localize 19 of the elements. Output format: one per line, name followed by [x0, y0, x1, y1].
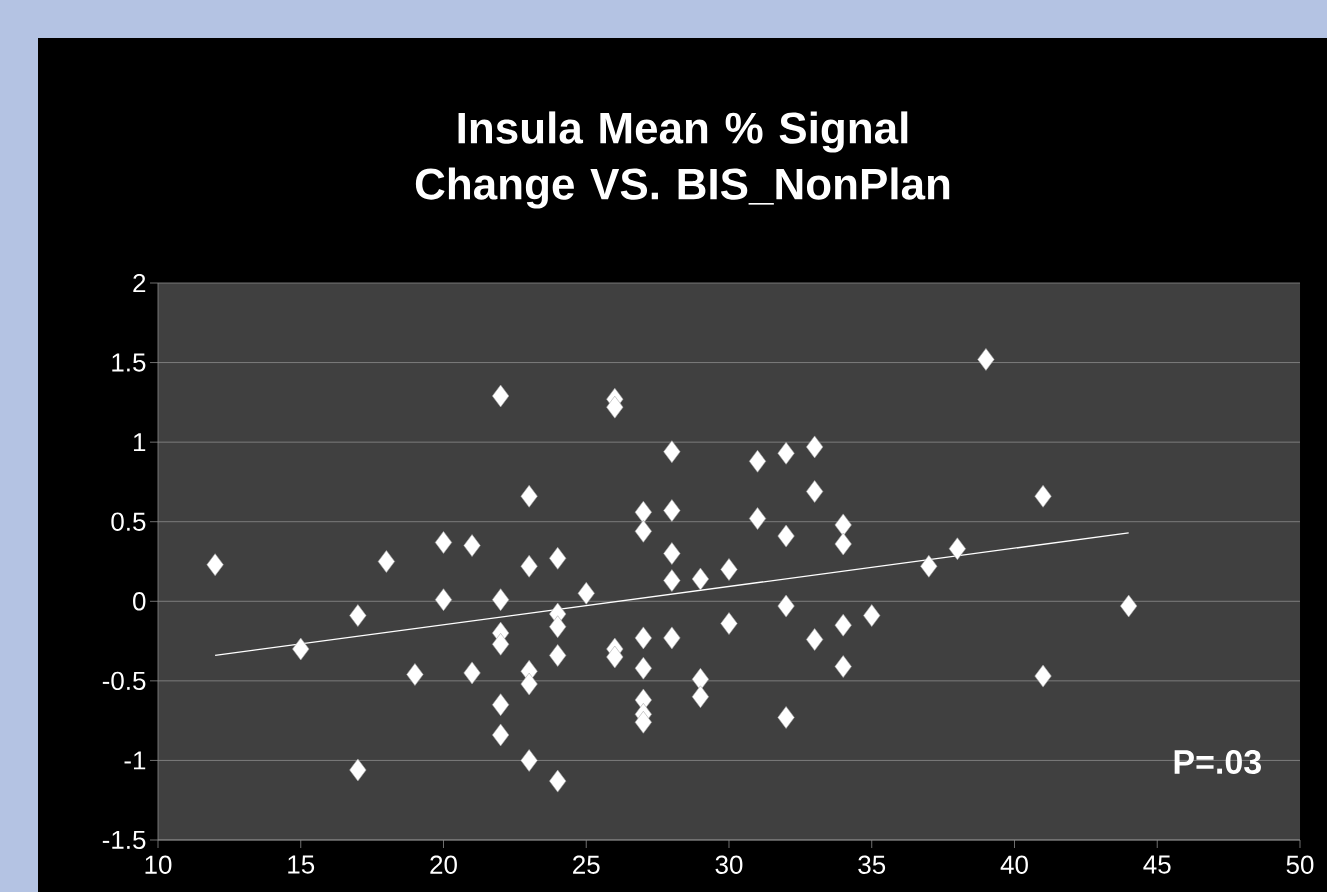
- x-tick-label: 45: [1143, 855, 1171, 874]
- y-tick-label: 2: [133, 273, 146, 293]
- x-tick-label: 50: [1286, 855, 1314, 874]
- chart-title: Insula Mean % Signal Change VS. BIS_NonPlan: [415, 111, 950, 209]
- x-tick-label: 25: [573, 855, 600, 874]
- y-tick-label: 0: [133, 592, 146, 611]
- annotation: P=.03: [1174, 749, 1261, 775]
- y-tick-label: 1.5: [112, 353, 146, 372]
- y-tick-label: -0.5: [102, 671, 146, 691]
- y-tick-label: 1: [133, 433, 146, 452]
- y-tick-label: -1.5: [102, 830, 146, 850]
- x-tick-label: 35: [858, 855, 886, 874]
- y-tick-label: -1: [124, 751, 146, 770]
- y-tick-label: 0.5: [111, 512, 146, 531]
- x-tick-label: 30: [715, 855, 743, 874]
- x-tick-label: 15: [288, 855, 315, 874]
- x-tick-label: 40: [1000, 855, 1028, 874]
- x-tick-label: 10: [145, 855, 172, 874]
- x-tick-label: 20: [430, 855, 457, 874]
